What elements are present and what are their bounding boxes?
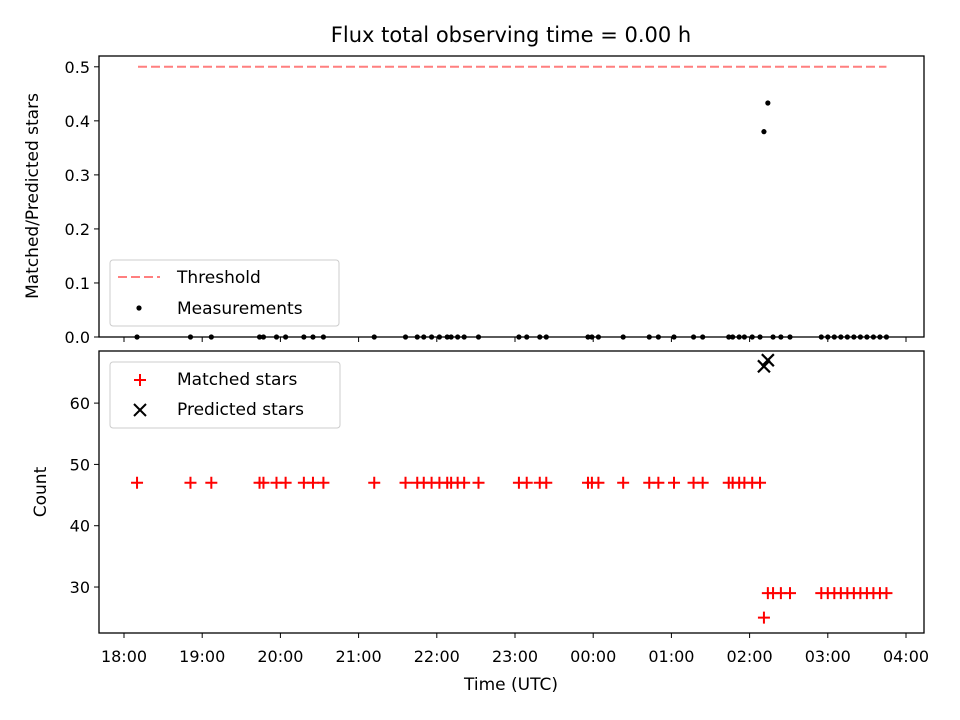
measurement-point [765,100,771,106]
matched-stars-point [131,476,144,489]
x-tick-label: 01:00 [648,647,694,666]
ratio-y-tick-label: 0.3 [65,166,90,185]
matched-stars-point [754,476,767,489]
matched-stars-point [205,476,218,489]
matched-stars-point [880,587,893,600]
measurement-point [761,129,767,135]
count-plot-frame [98,350,925,634]
measurements-legend-label: Measurements [177,299,303,319]
matched-stars-point [472,476,485,489]
x-tick-label: 19:00 [179,647,225,666]
ratio-legend: Threshold Measurements [109,259,340,327]
ratio-legend-box [109,259,340,327]
count-legend-box [109,361,341,429]
count-panel: 30 40 50 60 18:00 19:00 20:00 21:00 22:00 23:00 0… [31,350,929,695]
matched-stars-legend-label: Matched stars [177,370,297,390]
matched-stars-point [784,587,797,600]
predicted-stars-legend-swatch [133,403,147,417]
count-y-tick-label: 60 [70,394,90,413]
x-tick-label: 22:00 [414,647,460,666]
x-axis-label: Time (UTC) [463,675,558,695]
matched-stars-point [617,476,630,489]
matched-stars-point [399,476,412,489]
ratio-y-tick-label: 0.5 [65,58,90,77]
count-y-tick-label: 50 [70,455,90,474]
measurements-legend-swatch [136,305,142,311]
matched-stars-point [368,476,381,489]
ratio-y-tick-label: 0.0 [65,328,90,347]
matched-stars-legend-swatch [134,374,146,386]
matched-stars-point [540,476,553,489]
matched-stars-point [279,476,292,489]
matched-stars-point [757,611,770,624]
ratio-plot-frame [98,55,925,338]
x-tick-label: 02:00 [727,647,773,666]
matched-stars-point [458,476,471,489]
chart-title: Flux total observing time = 0.00 h [331,23,691,47]
matched-stars-point [652,476,665,489]
matched-stars-point [696,476,709,489]
count-y-axis-label: Count [31,466,51,517]
threshold-legend-label: Threshold [176,268,261,288]
x-tick-label: 04:00 [883,647,929,666]
count-y-tick-label: 40 [70,517,90,536]
predicted-stars-legend-label: Predicted stars [177,400,304,420]
matched-stars-point [306,476,319,489]
ratio-y-axis-label: Matched/Predicted stars [23,93,43,299]
ratio-y-tick-label: 0.2 [65,220,90,239]
count-y-tick-label: 30 [70,578,90,597]
matched-stars-point [520,476,533,489]
ratio-y-tick-label: 0.4 [65,112,90,131]
ratio-y-tick-label: 0.1 [65,274,90,293]
predicted-stars-point [761,353,775,367]
matched-stars-point [317,476,330,489]
x-tick-label: 21:00 [336,647,382,666]
matched-stars-point [184,476,197,489]
x-tick-label: 23:00 [492,647,538,666]
ratio-panel: 0.0 0.1 0.2 0.3 0.4 0.5 Matched/Predicted sta… [23,55,925,347]
x-tick-label: 00:00 [570,647,616,666]
matched-stars-point [257,476,270,489]
x-tick-label: 18:00 [101,647,147,666]
x-tick-label: 20:00 [257,647,303,666]
predicted-stars-point [757,359,771,374]
x-tick-label: 03:00 [805,647,851,666]
count-legend: Matched stars Predicted stars [109,361,341,429]
matched-stars-point [668,476,681,489]
matched-stars-point [592,476,605,489]
